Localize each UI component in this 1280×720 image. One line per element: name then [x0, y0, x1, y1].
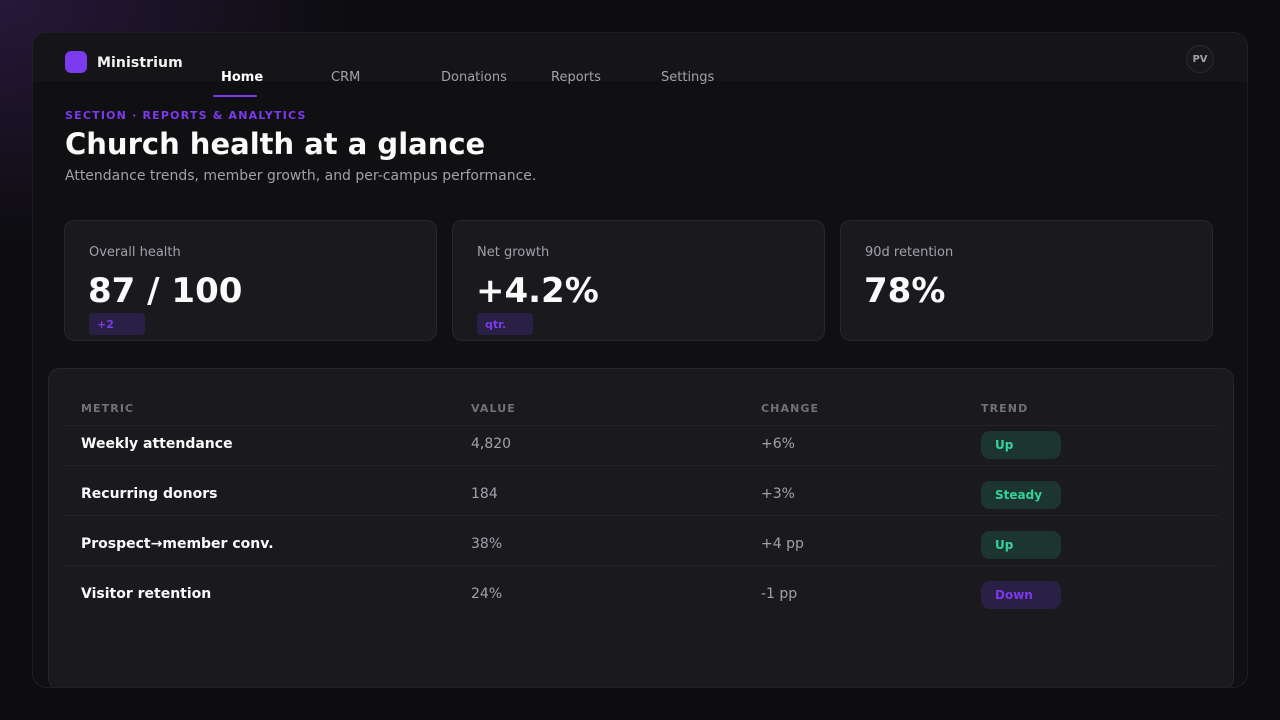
card-label: Overall health [89, 245, 181, 260]
table-cell-value: 24% [471, 586, 503, 602]
nav-reports[interactable]: Reports [551, 70, 601, 85]
app-logo[interactable] [65, 51, 87, 73]
page-title: Church health at a glance [65, 127, 486, 161]
card-label: Net growth [477, 245, 550, 260]
nav-settings[interactable]: Settings [661, 70, 715, 85]
table-divider [65, 565, 1219, 566]
table-cell-change: -1 pp [761, 586, 798, 602]
table-divider [65, 465, 1219, 466]
table-cell-change: +6% [761, 436, 795, 452]
table-cell-value: 4,820 [471, 436, 512, 452]
trend-badge: Down [981, 581, 1061, 609]
card-period-badge: qtr. [477, 313, 533, 335]
table-cell-value: 38% [471, 536, 503, 552]
table-divider [65, 425, 1219, 426]
nav-home[interactable]: Home [221, 70, 264, 85]
table-cell-change: +4 pp [761, 536, 804, 552]
nav-crm[interactable]: CRM [331, 70, 361, 85]
page-subtitle: Attendance trends, member growth, and pe… [65, 168, 537, 184]
net-growth-card: Net growth +4.2% qtr. [452, 220, 825, 341]
top-navigation-bar: Ministrium Home CRM Donations Reports Se… [33, 33, 1247, 85]
table-cell-metric: Prospect→member conv. [81, 536, 274, 552]
app-name: Ministrium [97, 55, 183, 71]
table-cell-metric: Weekly attendance [81, 436, 233, 452]
table-cell-metric: Visitor retention [81, 586, 212, 602]
table-cell-value: 184 [471, 486, 498, 502]
trend-badge: Up [981, 431, 1061, 459]
table-cell-change: +3% [761, 486, 795, 502]
app-window: Ministrium Home CRM Donations Reports Se… [32, 32, 1248, 688]
card-delta-badge: +2 [89, 313, 145, 335]
card-value: 78% [864, 271, 946, 311]
retention-card: 90d retention 78% [840, 220, 1213, 341]
column-header-metric: METRIC [81, 402, 135, 415]
active-nav-indicator [213, 95, 257, 97]
card-label: 90d retention [865, 245, 954, 260]
metrics-table: METRIC VALUE CHANGE TREND Weekly attenda… [48, 368, 1234, 687]
user-avatar[interactable]: PV [1186, 45, 1214, 73]
table-cell-metric: Recurring donors [81, 486, 218, 502]
trend-badge: Up [981, 531, 1061, 559]
overall-health-card: Overall health 87 / 100 +2 [64, 220, 437, 341]
section-eyebrow: SECTION · REPORTS & ANALYTICS [65, 109, 307, 122]
column-header-change: CHANGE [761, 402, 820, 415]
column-header-trend: TREND [981, 402, 1029, 415]
trend-badge: Steady [981, 481, 1061, 509]
column-header-value: VALUE [471, 402, 516, 415]
nav-donations[interactable]: Donations [441, 70, 507, 85]
card-value: +4.2% [476, 271, 599, 311]
table-divider [65, 515, 1219, 516]
card-value: 87 / 100 [88, 271, 243, 311]
